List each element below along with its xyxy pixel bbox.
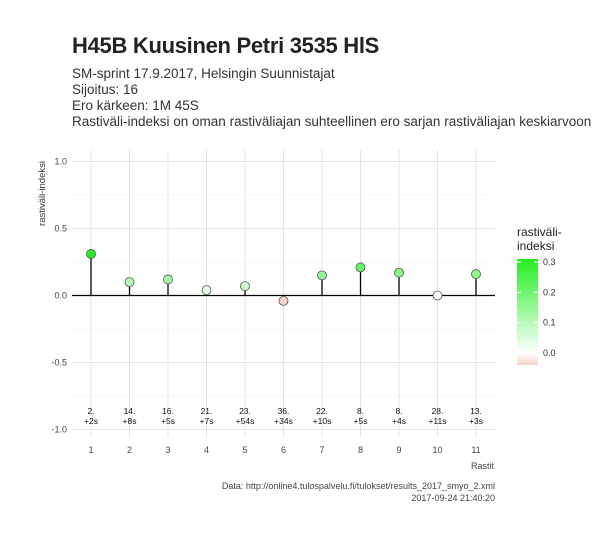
x-tick-label: 6: [281, 445, 286, 455]
x-tick-label: 7: [319, 445, 324, 455]
split-loss-label: +4s: [392, 416, 406, 426]
legend-tick-label: 0.0: [543, 348, 556, 358]
y-axis-label: rastiväli-indeksi: [37, 161, 48, 226]
subtitle-line-event: SM-sprint 17.9.2017, Helsingin Suunnista…: [72, 66, 335, 81]
split-loss-label: +34s: [274, 416, 293, 426]
grid: [72, 150, 495, 437]
split-loss-label: +8s: [123, 416, 137, 426]
split-loss-label: +2s: [84, 416, 98, 426]
caption-source: Data: http://online4.tulospalvelu.fi/tul…: [222, 481, 495, 491]
legend-title-line-2: indeksi: [517, 239, 554, 253]
split-loss-label: +5s: [354, 416, 368, 426]
legend-tick-label: 0.2: [543, 287, 556, 297]
y-tick-label: 1.0: [54, 157, 67, 167]
data-point: [86, 249, 96, 259]
chart-subtitle: SM-sprint 17.9.2017, Helsingin Suunnista…: [72, 66, 591, 130]
split-loss-label: +11s: [428, 416, 446, 426]
x-tick-label: 3: [165, 445, 170, 455]
split-rank-label: 16.: [162, 406, 174, 416]
split-annotations: 2.+2s14.+8s16.+5s21.+7s23.+54s36.+34s22.…: [84, 406, 483, 426]
data-point: [355, 262, 366, 273]
split-rank-label: 2.: [87, 406, 94, 416]
legend-tick-label: 0.1: [543, 318, 556, 328]
legend-tick-label: 0.3: [543, 257, 556, 267]
x-tick-label: 8: [358, 445, 363, 455]
y-tick-label: -1.0: [51, 425, 67, 435]
split-loss-label: +10s: [313, 416, 332, 426]
split-rank-label: 14.: [124, 406, 136, 416]
split-rank-label: 23.: [239, 406, 251, 416]
subtitle-line-placement: Sijoitus: 16: [72, 82, 139, 97]
x-tick-label: 4: [204, 445, 209, 455]
data-point: [471, 269, 481, 279]
split-loss-label: +5s: [161, 416, 175, 426]
legend-color-bar: [517, 259, 538, 365]
split-loss-label: +54s: [236, 416, 255, 426]
color-legend: rastiväli- indeksi 0.3 0.2 0.1 0.0: [517, 225, 562, 365]
x-tick-label: 2: [127, 445, 132, 455]
y-axis-ticks: 1.0 0.5 0.0 -0.5 -1.0: [51, 157, 67, 435]
caption-timestamp: 2017-09-24 21:40:20: [411, 493, 495, 503]
x-tick-label: 5: [242, 445, 247, 455]
x-tick-label: 1: [88, 445, 93, 455]
x-tick-label: 9: [396, 445, 401, 455]
x-axis-ticks: 1 2 3 4 5 6 7 8 9 10 11: [88, 445, 480, 455]
data-point: [394, 267, 404, 278]
x-tick-label: 10: [432, 445, 442, 455]
x-tick-label: 11: [471, 445, 480, 455]
data-point: [278, 295, 289, 306]
subtitle-line-gap: Ero kärkeen: 1M 45S: [72, 98, 199, 113]
legend-title-line-1: rastiväli-: [517, 225, 562, 239]
subtitle-line-description: Rastiväli-indeksi on oman rastiväliajan …: [72, 114, 592, 129]
split-rank-label: 28.: [432, 406, 444, 416]
data-point: [432, 290, 443, 301]
split-rank-label: 8.: [395, 406, 402, 416]
split-rank-label: 13.: [470, 406, 482, 416]
data-point: [317, 270, 327, 281]
split-loss-label: +7s: [200, 416, 214, 426]
data-point: [124, 277, 135, 288]
data-point: [163, 274, 173, 285]
split-rank-label: 8.: [357, 406, 364, 416]
split-rank-label: 36.: [278, 406, 290, 416]
chart-title: H45B Kuusinen Petri 3535 HlS: [72, 33, 380, 58]
points: [86, 249, 481, 306]
y-tick-label: 0.5: [54, 224, 67, 234]
split-rank-label: 21.: [201, 406, 213, 416]
y-tick-label: -0.5: [51, 358, 67, 368]
legend-ticks: 0.3 0.2 0.1 0.0: [517, 257, 556, 358]
split-rank-label: 22.: [316, 406, 328, 416]
y-tick-label: 0.0: [54, 291, 67, 301]
x-axis-label: Rastit: [471, 461, 495, 471]
split-loss-label: +3s: [469, 416, 483, 426]
data-point: [201, 285, 212, 296]
data-point: [240, 281, 250, 292]
